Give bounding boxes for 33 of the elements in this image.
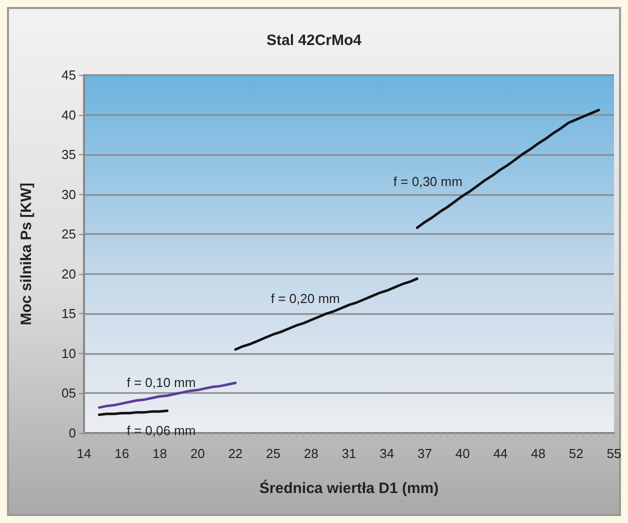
x-tick-label: 14 xyxy=(76,446,92,461)
y-tick-label: 05 xyxy=(62,386,76,401)
x-tick-label: 31 xyxy=(342,446,356,461)
y-tick-label: 10 xyxy=(62,346,76,361)
x-tick-label: 48 xyxy=(531,446,546,461)
x-axis-title: Średnica wiertła D1 (mm) xyxy=(259,479,439,497)
x-tick-label: 16 xyxy=(114,446,130,461)
x-tick-label: 52 xyxy=(568,446,584,461)
y-tick-label: 30 xyxy=(62,186,76,202)
y-tick-label: 45 xyxy=(62,68,76,82)
chart-title: Stal 42CrMo4 xyxy=(266,32,362,49)
y-tick-label: 15 xyxy=(62,306,76,322)
x-tick-label: 28 xyxy=(304,446,318,461)
x-tick-label: 34 xyxy=(380,446,394,461)
y-tick-label: 40 xyxy=(62,107,76,122)
y-axis-title: Moc silnika Ps [KW] xyxy=(18,182,35,326)
x-tick-label: 40 xyxy=(455,446,470,461)
y-tick-label: 0 xyxy=(68,426,76,440)
x-tick-label: 25 xyxy=(266,446,281,461)
series-label: f = 0,20 mm xyxy=(270,290,340,306)
y-tick-label: 25 xyxy=(62,226,76,242)
series-label: f = 0,10 mm xyxy=(126,374,196,390)
y-tick-label: 20 xyxy=(62,266,76,282)
x-tick-label: 55 xyxy=(606,446,622,461)
series-label: f = 0,06 mm xyxy=(126,422,196,438)
x-tick-label: 37 xyxy=(417,446,432,461)
line-series xyxy=(234,277,418,351)
y-tick-label: 35 xyxy=(62,147,76,162)
x-tick-label: 18 xyxy=(152,446,167,461)
x-tick-label: 44 xyxy=(493,446,508,461)
x-tick-label: 22 xyxy=(228,446,243,461)
series-label: f = 0,30 mm xyxy=(393,174,462,190)
x-tick-label: 20 xyxy=(190,446,205,461)
